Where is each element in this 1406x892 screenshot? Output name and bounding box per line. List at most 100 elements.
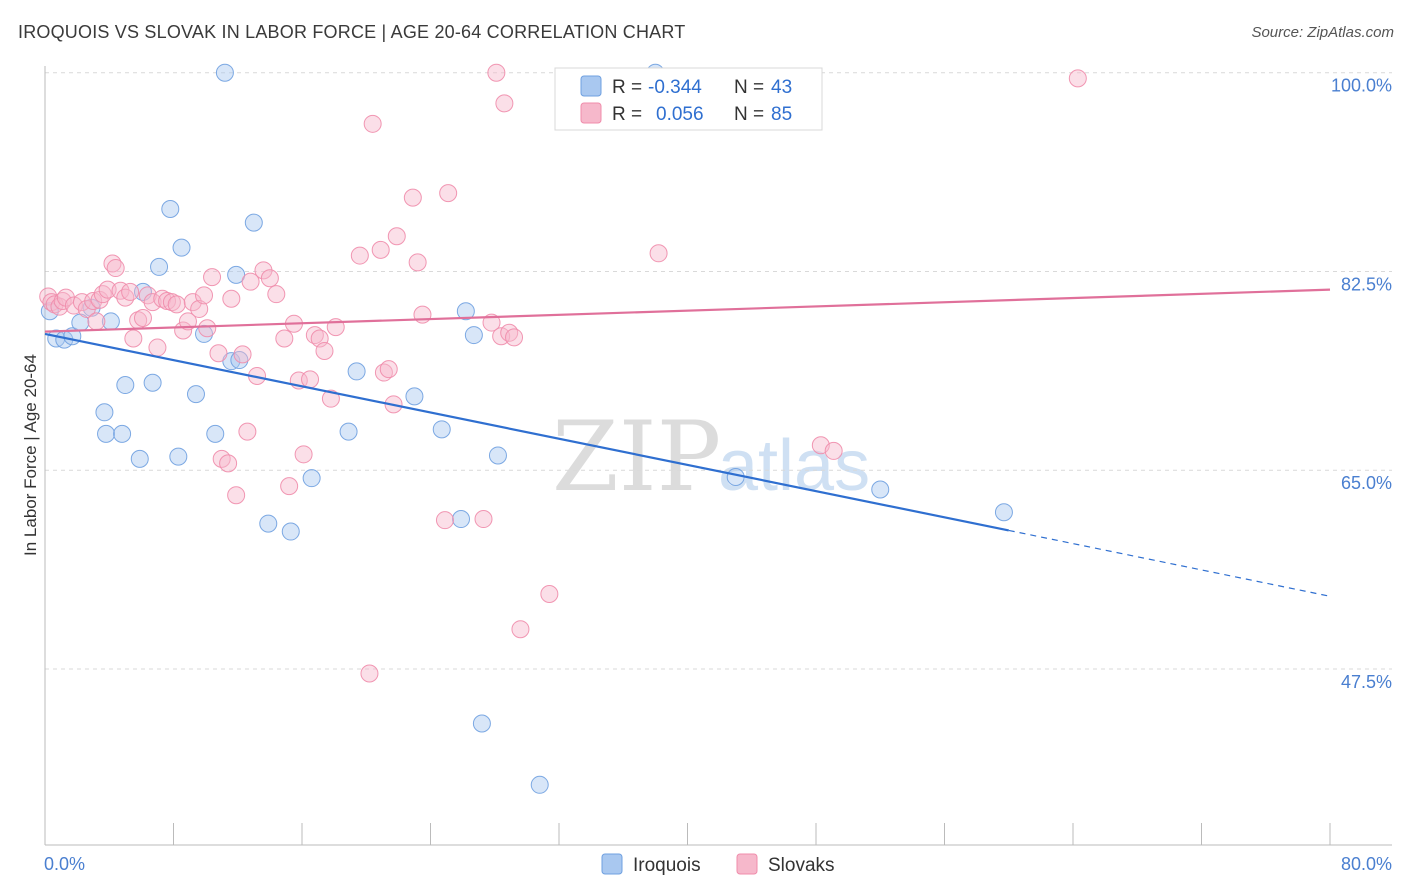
data-point-slovaks bbox=[84, 291, 103, 310]
data-point-slovaks bbox=[360, 664, 379, 683]
series-legend-swatch-slovaks bbox=[736, 853, 758, 875]
data-point-slovaks bbox=[482, 313, 501, 332]
legend-swatch-iroquois bbox=[580, 75, 602, 97]
data-point-iroquois bbox=[244, 213, 263, 232]
data-point-iroquois bbox=[452, 510, 471, 529]
data-point-iroquois bbox=[230, 351, 249, 370]
data-point-iroquois bbox=[116, 376, 135, 395]
data-point-iroquois bbox=[994, 503, 1013, 522]
data-point-iroquois bbox=[871, 480, 890, 499]
data-point-slovaks bbox=[371, 240, 390, 259]
legend-r-label-1: R = bbox=[612, 77, 642, 98]
data-point-slovaks bbox=[167, 295, 186, 314]
data-point-slovaks bbox=[487, 63, 506, 82]
y-tick-label: 100.0% bbox=[1331, 76, 1392, 96]
data-point-iroquois bbox=[172, 238, 191, 257]
data-point-slovaks bbox=[98, 280, 117, 299]
data-point-slovaks bbox=[474, 510, 493, 529]
data-point-iroquois bbox=[464, 326, 483, 345]
source-label: Source: ZipAtlas.com bbox=[1251, 24, 1394, 41]
data-point-iroquois bbox=[215, 63, 234, 82]
data-point-iroquois bbox=[227, 265, 246, 284]
data-point-slovaks bbox=[280, 477, 299, 496]
data-point-slovaks bbox=[511, 620, 530, 639]
data-point-slovaks bbox=[190, 299, 209, 318]
data-point-iroquois bbox=[530, 775, 549, 794]
data-point-iroquois bbox=[488, 446, 507, 465]
data-point-slovaks bbox=[50, 297, 69, 316]
data-point-slovaks bbox=[183, 293, 202, 312]
legend-n-value-iroquois: 43 bbox=[771, 77, 792, 98]
legend-n-label-2: N = bbox=[734, 104, 764, 125]
data-point-slovaks bbox=[315, 341, 334, 360]
data-point-slovaks bbox=[53, 291, 72, 310]
data-point-iroquois bbox=[259, 514, 278, 533]
data-point-slovaks bbox=[305, 326, 324, 345]
y-tick-label: 65.0% bbox=[1341, 473, 1392, 493]
legend-swatch-slovaks bbox=[580, 102, 602, 124]
data-point-iroquois bbox=[456, 302, 475, 321]
data-point-slovaks bbox=[301, 370, 320, 389]
data-point-iroquois bbox=[97, 424, 116, 443]
data-point-slovaks bbox=[198, 319, 217, 338]
data-point-slovaks bbox=[203, 268, 222, 287]
data-point-slovaks bbox=[87, 312, 106, 331]
data-point-slovaks bbox=[238, 422, 257, 441]
data-point-slovaks bbox=[219, 454, 238, 473]
y-tick-labels: 47.5% 65.0% 82.5% 100.0% bbox=[1331, 76, 1392, 692]
data-point-slovaks bbox=[121, 282, 140, 301]
series-legend-iroquois: Iroquois bbox=[633, 855, 701, 876]
data-point-slovaks bbox=[222, 289, 241, 308]
data-point-slovaks bbox=[374, 363, 393, 382]
data-point-slovaks bbox=[540, 585, 559, 604]
data-point-slovaks bbox=[408, 253, 427, 272]
data-point-iroquois bbox=[113, 424, 132, 443]
data-point-slovaks bbox=[379, 360, 398, 379]
watermark-zip: ZIP bbox=[552, 401, 721, 513]
data-point-slovaks bbox=[403, 188, 422, 207]
data-point-slovaks bbox=[495, 94, 514, 113]
data-point-slovaks bbox=[350, 246, 369, 265]
data-point-slovaks bbox=[143, 293, 162, 312]
data-point-iroquois bbox=[405, 387, 424, 406]
data-point-slovaks bbox=[241, 272, 260, 291]
data-point-slovaks bbox=[148, 338, 167, 357]
data-point-slovaks bbox=[321, 389, 340, 408]
data-point-slovaks bbox=[260, 269, 279, 288]
chart-title: IROQUOIS VS SLOVAK IN LABOR FORCE | AGE … bbox=[18, 22, 686, 42]
data-point-iroquois bbox=[130, 449, 149, 468]
stats-legend: R = -0.344 N = 43 R = 0.056 N = 85 bbox=[554, 67, 823, 131]
data-point-iroquois bbox=[186, 385, 205, 404]
data-point-slovaks bbox=[212, 449, 231, 468]
data-point-slovaks bbox=[275, 329, 294, 348]
trend-line-iroquois-extension bbox=[1008, 529, 1331, 597]
axes bbox=[44, 66, 1392, 846]
data-point-iroquois bbox=[339, 422, 358, 441]
data-point-slovaks bbox=[233, 345, 252, 364]
data-point-slovaks bbox=[824, 441, 843, 460]
data-point-iroquois bbox=[302, 469, 321, 488]
trend-line-slovaks bbox=[44, 288, 1331, 333]
legend-n-label-1: N = bbox=[734, 77, 764, 98]
watermark-atlas: atlas bbox=[718, 426, 870, 506]
legend-n-value-slovaks: 85 bbox=[771, 104, 792, 125]
data-point-slovaks bbox=[294, 445, 313, 464]
data-point-iroquois bbox=[169, 447, 188, 466]
data-point-slovaks bbox=[1068, 69, 1087, 88]
legend-r-value-slovaks: 0.056 bbox=[656, 104, 704, 125]
legend-r-value-iroquois: -0.344 bbox=[648, 77, 702, 98]
series-legend-swatch-iroquois bbox=[601, 853, 623, 875]
data-point-slovaks bbox=[435, 511, 454, 530]
data-point-slovaks bbox=[649, 244, 668, 263]
trend-line-iroquois bbox=[44, 332, 1009, 532]
data-point-slovaks bbox=[439, 184, 458, 203]
y-axis-label: In Labor Force | Age 20-64 bbox=[21, 354, 40, 556]
data-point-iroquois bbox=[150, 257, 169, 276]
data-point-slovaks bbox=[267, 285, 286, 304]
x-tick-label-min: 0.0% bbox=[44, 854, 85, 874]
data-point-slovaks bbox=[227, 486, 246, 505]
legend-r-label-2: R = bbox=[612, 104, 642, 125]
data-point-iroquois bbox=[347, 362, 366, 381]
x-tick-label-max: 80.0% bbox=[1341, 854, 1392, 874]
series-legend-slovaks: Slovaks bbox=[768, 855, 835, 876]
